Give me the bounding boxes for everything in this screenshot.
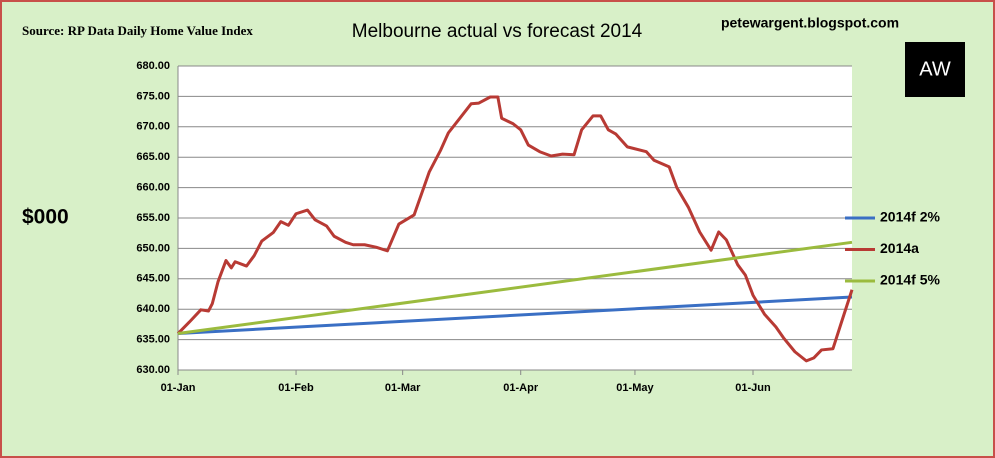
x-tick-label: 01-Jun: [735, 382, 771, 394]
y-tick-label: 655.00: [136, 212, 170, 224]
series-line: [177, 295, 853, 336]
x-tick-label: 01-Mar: [385, 382, 421, 394]
legend-label: 2014f 2%: [880, 209, 940, 225]
series-line: [176, 95, 854, 363]
logo: AW: [919, 58, 951, 80]
y-tick-label: 635.00: [136, 334, 170, 346]
y-tick-label: 645.00: [136, 273, 170, 285]
chart-title: Melbourne actual vs forecast 2014: [352, 21, 643, 42]
y-tick-label: 665.00: [136, 151, 170, 163]
y-tick-label: 675.00: [136, 90, 170, 102]
series-line: [177, 240, 853, 336]
x-tick-label: 01-Apr: [503, 382, 539, 394]
x-tick-label: 01-Feb: [278, 382, 314, 394]
source: Source: RP Data Daily Home Value Index: [22, 23, 253, 38]
logo-box: [905, 42, 965, 97]
legend-label: 2014f 5%: [880, 272, 940, 288]
y-tick-label: 640.00: [136, 303, 170, 315]
y-tick-label: 680.00: [136, 60, 170, 72]
legend-label: 2014a: [880, 240, 919, 256]
y-tick-label: 660.00: [136, 182, 170, 194]
y-axis-label: $000: [22, 206, 69, 229]
y-tick-label: 670.00: [136, 121, 170, 133]
x-tick-label: 01-Jan: [161, 382, 196, 394]
x-tick-label: 01-May: [616, 382, 654, 394]
blog: petewargent.blogspot.com: [721, 15, 899, 31]
y-tick-label: 650.00: [136, 242, 170, 254]
y-tick-label: 630.00: [136, 364, 170, 376]
